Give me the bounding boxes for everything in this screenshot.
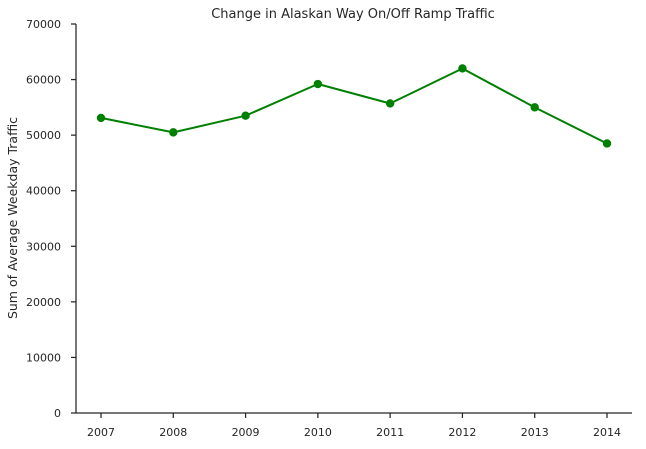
axes — [75, 24, 632, 414]
y-tick-label: 60000 — [26, 74, 61, 87]
x-tick-label: 2011 — [376, 426, 404, 439]
y-ticks: 0 10000 20000 30000 40000 50000 60000 70000 — [26, 18, 76, 420]
series-group — [96, 64, 612, 148]
x-tick-label: 2008 — [159, 426, 187, 439]
data-point-2007 — [96, 113, 106, 123]
x-tick-label: 2007 — [87, 426, 115, 439]
y-tick-label: 0 — [54, 407, 61, 420]
x-tick-label: 2014 — [593, 426, 621, 439]
y-tick-label: 70000 — [26, 18, 61, 31]
data-point-2014 — [602, 139, 612, 148]
data-point-2011 — [385, 99, 395, 108]
y-axis-label: Sum of Average Weekday Traffic — [5, 117, 20, 319]
y-tick-label: 50000 — [26, 129, 61, 142]
data-point-2008 — [169, 128, 178, 137]
x-tick-label: 2012 — [448, 426, 476, 439]
y-tick-label: 40000 — [26, 185, 61, 198]
series-line — [100, 67, 608, 145]
chart-title: Change in Alaskan Way On/Off Ramp Traffi… — [211, 7, 495, 22]
y-tick-label: 30000 — [26, 240, 61, 253]
x-tick-label: 2013 — [521, 426, 549, 439]
data-point-2012 — [458, 64, 467, 73]
x-ticks: 2007 2008 2009 2010 2011 2012 2013 2014 — [87, 413, 621, 439]
y-tick-label: 10000 — [26, 351, 61, 364]
data-point-2013 — [530, 103, 539, 112]
data-point-2009 — [241, 111, 250, 120]
y-tick-label: 20000 — [26, 296, 61, 309]
x-tick-label: 2010 — [304, 426, 332, 439]
data-point-2010 — [313, 79, 323, 89]
x-tick-label: 2009 — [232, 426, 260, 439]
